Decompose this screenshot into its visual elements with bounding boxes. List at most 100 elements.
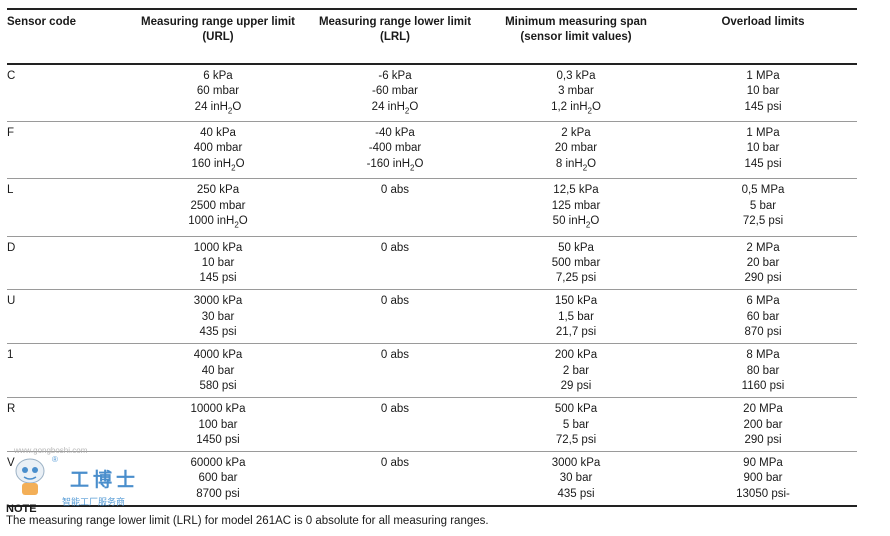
table-row: U 3000 kPa 30 bar 435 psi 0 abs 150 kPa 1,5 b… bbox=[7, 290, 857, 344]
cell-value: 145 psi bbox=[199, 272, 237, 285]
watermark-brand: 工博士 bbox=[70, 469, 140, 491]
cell-value: 8700 psi bbox=[196, 487, 240, 500]
header-overload: Overload limits bbox=[721, 16, 805, 28]
cell-value: 2 bar bbox=[562, 364, 590, 377]
cell-value: 8 MPa bbox=[746, 349, 780, 362]
cell-value bbox=[309, 271, 481, 286]
cell-value: 24 inH2O bbox=[371, 100, 419, 115]
cell-value: 10 bar bbox=[201, 256, 235, 269]
overload-cell: 2 MPa 20 bar 290 psi bbox=[669, 236, 857, 290]
cell-value: -160 inH2O bbox=[366, 157, 424, 173]
cell-value: 10 bar bbox=[746, 85, 780, 98]
note-title: NOTE bbox=[6, 503, 37, 515]
overload-cell: 1 MPa 10 bar 145 psi bbox=[669, 64, 857, 122]
cell-value: 1450 psi bbox=[196, 433, 240, 446]
cell-value: 435 psi bbox=[199, 326, 237, 339]
cell-value bbox=[309, 310, 481, 325]
cell-value: 20 bar bbox=[746, 256, 780, 269]
cell-value: 5 bar bbox=[562, 418, 590, 431]
sensor-code-cell: F bbox=[7, 127, 15, 140]
cell-value: 6 kPa bbox=[203, 70, 233, 82]
lrl-cell: 0 abs bbox=[307, 290, 483, 344]
cell-value: 4000 kPa bbox=[193, 349, 243, 362]
table-header: Sensor code Measuring range upper limit(… bbox=[7, 9, 857, 64]
cell-value bbox=[309, 214, 481, 229]
lrl-cell: -6 kPa -60 mbar 24 inH2O bbox=[307, 64, 483, 122]
cell-value: 200 kPa bbox=[554, 349, 598, 362]
cell-value: 50 inH2O bbox=[552, 214, 600, 230]
lrl-cell: 0 abs bbox=[307, 398, 483, 452]
cell-value: 2500 mbar bbox=[190, 199, 246, 212]
cell-value: 600 bar bbox=[198, 472, 238, 485]
table-row: L 250 kPa 2500 mbar 1000 inH2O 0 abs 12,5 kP… bbox=[7, 179, 857, 237]
cell-value bbox=[309, 379, 481, 394]
overload-cell: 90 MPa 900 bar 13050 psi- bbox=[669, 452, 857, 506]
watermark-logo: www.gongboshi.com ® 工博士 智能工厂服务商 bbox=[10, 446, 140, 508]
cell-value: 145 psi bbox=[744, 157, 782, 170]
cell-value: 0 abs bbox=[380, 184, 410, 197]
cell-value bbox=[309, 325, 481, 340]
overload-cell: 1 MPa 10 bar 145 psi bbox=[669, 122, 857, 179]
cell-value: 0 abs bbox=[380, 295, 410, 308]
sensor-code-cell: D bbox=[7, 241, 16, 254]
cell-value: 1160 psi bbox=[741, 379, 785, 392]
url-cell: 6 kPa 60 mbar 24 inH2O bbox=[129, 64, 307, 122]
cell-value bbox=[309, 471, 481, 486]
cell-value: 290 psi bbox=[744, 272, 782, 285]
min-span-cell: 50 kPa 500 mbar 7,25 psi bbox=[483, 236, 669, 290]
overload-cell: 6 MPa 60 bar 870 psi bbox=[669, 290, 857, 344]
sensor-code-cell: C bbox=[7, 70, 16, 82]
cell-value: 60 bar bbox=[746, 310, 780, 323]
cell-value: 0 abs bbox=[380, 241, 410, 254]
note-text: The measuring range lower limit (LRL) fo… bbox=[6, 515, 489, 527]
cell-value bbox=[309, 199, 481, 214]
sensor-code-cell: U bbox=[7, 295, 16, 308]
header-min-span: Minimum measuring span (sensor limit valu… bbox=[505, 16, 647, 43]
cell-value: 1 MPa bbox=[746, 70, 780, 82]
cell-value: 580 psi bbox=[199, 379, 237, 392]
cell-value: 125 mbar bbox=[551, 199, 601, 212]
sensor-code-cell: L bbox=[7, 184, 14, 197]
min-span-cell: 12,5 kPa 125 mbar 50 inH2O bbox=[483, 179, 669, 236]
cell-value: 50 kPa bbox=[558, 241, 594, 254]
table-row: 1 4000 kPa 40 bar 580 psi 0 abs 200 kPa 2 bar… bbox=[7, 344, 857, 398]
cell-value: 80 bar bbox=[746, 364, 780, 377]
header-url: Measuring range upper limit (URL) bbox=[141, 16, 295, 43]
min-span-cell: 200 kPa 2 bar 29 psi bbox=[483, 344, 669, 398]
cell-value: 160 inH2O bbox=[191, 157, 245, 173]
cell-value: 3000 kPa bbox=[193, 295, 243, 308]
cell-value: 2 MPa bbox=[746, 241, 780, 254]
cell-value: -400 mbar bbox=[368, 142, 422, 155]
cell-value: 900 bar bbox=[743, 472, 783, 485]
cell-value: 1000 kPa bbox=[193, 241, 243, 254]
cell-value: 1000 inH2O bbox=[188, 214, 248, 230]
cell-value: 0 abs bbox=[380, 349, 410, 362]
cell-value: 5 bar bbox=[749, 199, 777, 212]
robot-mascot-icon bbox=[15, 458, 45, 495]
min-span-cell: 500 kPa 5 bar 72,5 psi bbox=[483, 398, 669, 452]
cell-value: 24 inH2O bbox=[194, 100, 242, 115]
lrl-cell: -40 kPa -400 mbar -160 inH2O bbox=[307, 122, 483, 179]
cell-value: 870 psi bbox=[744, 326, 782, 339]
cell-value: 90 MPa bbox=[743, 457, 783, 470]
cell-value: 60 mbar bbox=[196, 85, 240, 98]
cell-value: 29 psi bbox=[560, 379, 592, 392]
cell-value: 60000 kPa bbox=[190, 457, 246, 470]
sensor-code-cell: R bbox=[7, 403, 16, 416]
cell-value bbox=[309, 364, 481, 379]
cell-value: 2 kPa bbox=[561, 127, 591, 140]
cell-value: 20 mbar bbox=[554, 142, 598, 155]
cell-value bbox=[309, 256, 481, 271]
table-row: V 60000 kPa 600 bar 8700 psi 0 abs 3000 kPa 3… bbox=[7, 452, 857, 507]
lrl-cell: 0 abs bbox=[307, 344, 483, 398]
header-lrl: Measuring range lower limit (LRL) bbox=[318, 16, 472, 43]
header-sensor-code: Sensor code bbox=[7, 16, 77, 28]
lrl-cell: 0 abs bbox=[307, 236, 483, 290]
table-row: R 10000 kPa 100 bar 1450 psi 0 abs 500 kPa 5 … bbox=[7, 398, 857, 452]
cell-value: 250 kPa bbox=[196, 184, 240, 197]
min-span-cell: 2 kPa 20 mbar 8 inH2O bbox=[483, 122, 669, 179]
table-body: C 6 kPa 60 mbar 24 inH2O -6 kPa -60 mbar 24 in… bbox=[7, 64, 857, 507]
cell-value: 10000 kPa bbox=[190, 403, 246, 416]
cell-value: 6 MPa bbox=[746, 295, 780, 308]
sensor-code-cell: V bbox=[7, 457, 15, 470]
